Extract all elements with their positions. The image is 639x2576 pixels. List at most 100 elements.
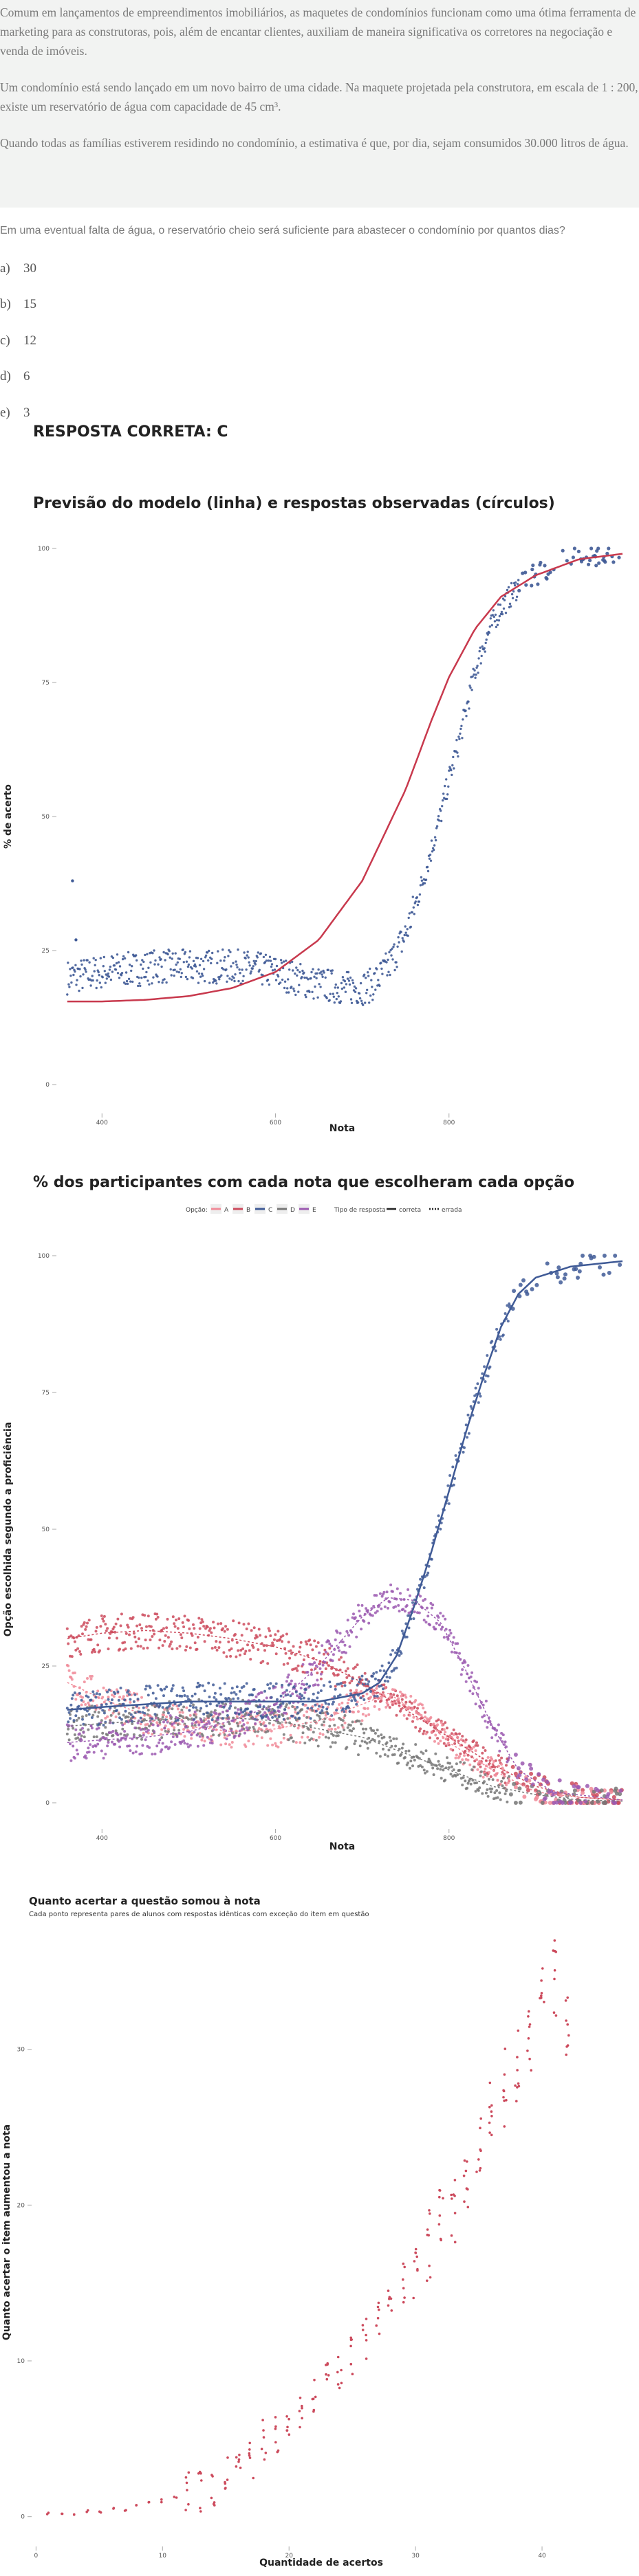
point-C: [350, 1699, 354, 1702]
chart3-subtitle: Cada ponto representa pares de alunos co…: [29, 1911, 369, 1918]
observed-point: [365, 992, 368, 995]
point-C: [477, 1401, 480, 1404]
observed-point: [271, 969, 274, 972]
point-B: [481, 1751, 484, 1755]
point-D: [368, 1740, 371, 1744]
observed-point: [429, 859, 433, 862]
score-gain-point: [442, 2197, 444, 2200]
point-E: [461, 1668, 464, 1672]
score-gain-point: [553, 1977, 556, 1981]
observed-point: [228, 949, 230, 952]
point-B: [361, 1694, 365, 1698]
observed-point: [387, 958, 389, 962]
point-B: [314, 1645, 318, 1648]
point-B: [183, 1614, 186, 1618]
observed-point: [339, 1000, 343, 1003]
point-B: [83, 1621, 86, 1624]
point-A: [112, 1695, 116, 1698]
point-B: [400, 1698, 404, 1701]
observed-point: [88, 961, 91, 964]
point-E: [131, 1751, 135, 1755]
observed-point: [385, 961, 388, 964]
point-C: [131, 1720, 134, 1723]
point-C: [366, 1683, 369, 1686]
point-A: [500, 1763, 503, 1766]
point-B: [472, 1739, 475, 1742]
point-D: [437, 1763, 441, 1766]
point-C: [299, 1692, 302, 1696]
score-gain-point: [226, 2478, 229, 2481]
observed-point: [239, 972, 241, 975]
point-D: [318, 1715, 321, 1718]
point-D: [420, 1765, 424, 1768]
point-E: [136, 1744, 139, 1748]
point-B: [398, 1701, 401, 1705]
score-gain-point: [325, 2377, 329, 2381]
point-E: [277, 1710, 281, 1713]
point-D: [92, 1735, 96, 1739]
point-E: [327, 1640, 330, 1643]
observed-point: [294, 993, 297, 997]
observed-point: [251, 967, 254, 970]
point-E: [133, 1726, 137, 1730]
point-E: [402, 1608, 405, 1611]
point-A: [409, 1695, 413, 1698]
point-C: [316, 1691, 320, 1694]
observed-point: [274, 979, 278, 981]
point-D: [432, 1773, 435, 1777]
point-A: [247, 1740, 250, 1743]
point-A: [363, 1707, 367, 1710]
point-B: [156, 1616, 160, 1619]
observed-point: [221, 948, 224, 951]
point-B: [267, 1627, 270, 1630]
point-E: [471, 1692, 475, 1696]
point-C: [412, 1617, 415, 1621]
observed-point: [543, 564, 547, 568]
point-D: [197, 1698, 201, 1701]
point-E: [474, 1702, 477, 1706]
point-D: [266, 1730, 270, 1733]
point-E: [111, 1730, 115, 1733]
observed-point: [226, 975, 229, 977]
score-gain-point: [351, 2373, 354, 2375]
point-C: [343, 1684, 347, 1687]
observed-point: [324, 976, 327, 979]
point-A: [424, 1732, 428, 1735]
observed-point: [358, 997, 362, 1000]
point-E: [418, 1611, 421, 1614]
point-D: [303, 1742, 307, 1744]
point-A: [505, 1784, 508, 1787]
point-C: [230, 1687, 234, 1690]
point-E: [230, 1729, 233, 1733]
point-E: [264, 1724, 268, 1728]
point-B: [171, 1647, 174, 1651]
observed-point: [265, 959, 268, 962]
observed-point: [517, 579, 520, 581]
point-D: [418, 1757, 421, 1760]
point-C: [530, 1287, 534, 1291]
point-B: [292, 1645, 295, 1648]
point-B: [382, 1691, 385, 1694]
point-D: [419, 1764, 422, 1767]
point-D: [455, 1762, 458, 1766]
point-D: [222, 1724, 226, 1728]
point-B: [138, 1623, 142, 1626]
observed-point: [481, 645, 484, 648]
observed-point: [207, 959, 210, 962]
observed-point: [200, 973, 204, 975]
point-A: [178, 1711, 182, 1714]
point-B: [129, 1647, 133, 1650]
point-B: [184, 1648, 187, 1652]
option-c: c) 12: [0, 333, 36, 348]
point-A: [346, 1701, 349, 1705]
observed-point: [446, 797, 448, 801]
point-D: [496, 1796, 499, 1799]
point-C: [291, 1714, 294, 1718]
score-gain-point: [197, 2472, 200, 2475]
point-B: [501, 1770, 504, 1774]
point-A: [262, 1721, 266, 1724]
point-C: [309, 1717, 312, 1720]
observed-point: [363, 973, 366, 976]
observed-point: [354, 987, 358, 990]
observed-point: [98, 981, 101, 984]
